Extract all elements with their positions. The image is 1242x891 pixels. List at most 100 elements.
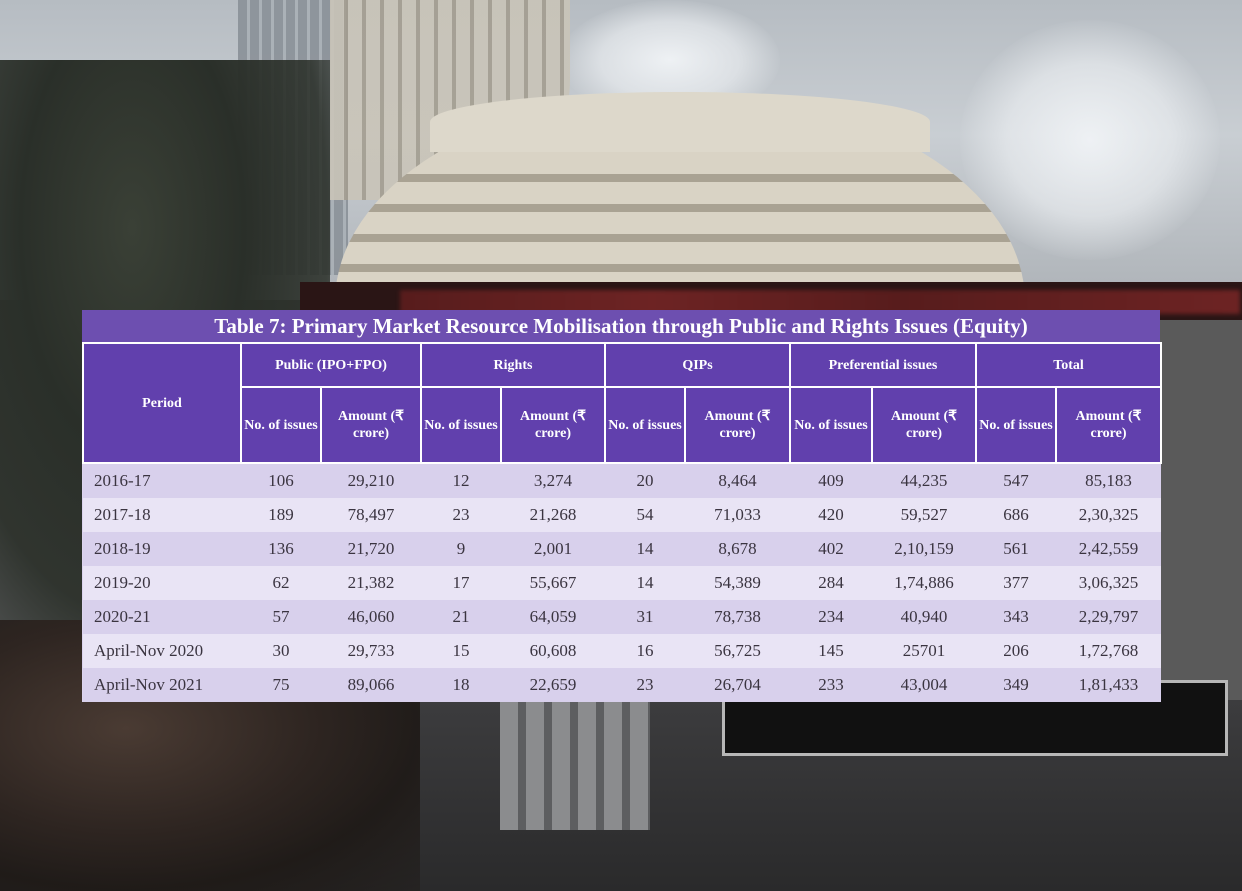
- amount-cell: 2,29,797: [1056, 600, 1162, 634]
- sub-header-amount: Amount (₹ crore): [500, 386, 606, 464]
- period-cell: April-Nov 2021: [83, 668, 241, 702]
- count-cell: 409: [790, 463, 872, 498]
- group-header-preferential: Preferential issues: [789, 342, 977, 388]
- count-cell: 420: [790, 498, 872, 532]
- amount-cell: 1,81,433: [1056, 668, 1162, 702]
- amount-cell: 44,235: [872, 463, 976, 498]
- amount-cell: 71,033: [685, 498, 790, 532]
- cloud: [960, 20, 1220, 260]
- amount-cell: 55,667: [501, 566, 605, 600]
- amount-cell: 64,059: [501, 600, 605, 634]
- table-overlay: Table 7: Primary Market Resource Mobilis…: [82, 310, 1163, 702]
- amount-cell: 78,738: [685, 600, 790, 634]
- dome-top: [430, 92, 930, 152]
- amount-cell: 2,30,325: [1056, 498, 1162, 532]
- count-cell: 57: [241, 600, 321, 634]
- amount-cell: 8,678: [685, 532, 790, 566]
- amount-cell: 2,10,159: [872, 532, 976, 566]
- table-body: 2016-17 106 29,210 12 3,274 20 8,464 409 44,235 5…: [83, 463, 1162, 702]
- amount-cell: 26,704: [685, 668, 790, 702]
- table-row: 2016-17 106 29,210 12 3,274 20 8,464 409 44,235 5…: [83, 463, 1162, 498]
- amount-cell: 21,268: [501, 498, 605, 532]
- group-header-rights: Rights: [420, 342, 606, 388]
- amount-cell: 60,608: [501, 634, 605, 668]
- count-cell: 402: [790, 532, 872, 566]
- amount-cell: 22,659: [501, 668, 605, 702]
- count-cell: 206: [976, 634, 1056, 668]
- count-cell: 30: [241, 634, 321, 668]
- count-cell: 23: [421, 498, 501, 532]
- count-cell: 20: [605, 463, 685, 498]
- amount-cell: 2,42,559: [1056, 532, 1162, 566]
- data-table: Period Public (IPO+FPO) Rights QIPs Pref…: [82, 342, 1163, 702]
- amount-cell: 29,733: [321, 634, 421, 668]
- sub-header-amount: Amount (₹ crore): [320, 386, 422, 464]
- count-cell: 284: [790, 566, 872, 600]
- sub-header-count: No. of issues: [975, 386, 1057, 464]
- period-cell: 2020-21: [83, 600, 241, 634]
- amount-cell: 21,382: [321, 566, 421, 600]
- count-cell: 23: [605, 668, 685, 702]
- period-header: Period: [82, 342, 242, 464]
- count-cell: 377: [976, 566, 1056, 600]
- sub-header-row: No. of issues Amount (₹ crore) No. of is…: [83, 386, 1163, 464]
- sub-header-count: No. of issues: [420, 386, 502, 464]
- count-cell: 31: [605, 600, 685, 634]
- table-row: 2019-20 62 21,382 17 55,667 14 54,389 284 1,74,8…: [83, 566, 1162, 600]
- sub-header-count: No. of issues: [604, 386, 686, 464]
- count-cell: 136: [241, 532, 321, 566]
- amount-cell: 89,066: [321, 668, 421, 702]
- group-header-row: Period Public (IPO+FPO) Rights QIPs Pref…: [82, 342, 1163, 464]
- count-cell: 234: [790, 600, 872, 634]
- count-cell: 189: [241, 498, 321, 532]
- sub-header-count: No. of issues: [789, 386, 873, 464]
- amount-cell: 46,060: [321, 600, 421, 634]
- table-row: 2020-21 57 46,060 21 64,059 31 78,738 234 40,940…: [83, 600, 1162, 634]
- table-row: 2017-18 189 78,497 23 21,268 54 71,033 420 59,52…: [83, 498, 1162, 532]
- count-cell: 561: [976, 532, 1056, 566]
- group-header-total: Total: [974, 342, 1163, 388]
- count-cell: 547: [976, 463, 1056, 498]
- pillars: [500, 700, 650, 830]
- group-header-public: Public (IPO+FPO): [240, 342, 422, 388]
- amount-cell: 1,72,768: [1056, 634, 1162, 668]
- count-cell: 16: [605, 634, 685, 668]
- count-cell: 343: [976, 600, 1056, 634]
- amount-cell: 29,210: [321, 463, 421, 498]
- amount-cell: 1,74,886: [872, 566, 976, 600]
- amount-cell: 21,720: [321, 532, 421, 566]
- sub-header-count: No. of issues: [240, 386, 322, 464]
- count-cell: 75: [241, 668, 321, 702]
- amount-cell: 56,725: [685, 634, 790, 668]
- amount-cell: 2,001: [501, 532, 605, 566]
- amount-cell: 25701: [872, 634, 976, 668]
- count-cell: 15: [421, 634, 501, 668]
- count-cell: 14: [605, 566, 685, 600]
- period-cell: 2019-20: [83, 566, 241, 600]
- table-caption: Table 7: Primary Market Resource Mobilis…: [82, 310, 1160, 342]
- count-cell: 17: [421, 566, 501, 600]
- period-cell: April-Nov 2020: [83, 634, 241, 668]
- count-cell: 12: [421, 463, 501, 498]
- amount-cell: 85,183: [1056, 463, 1162, 498]
- amount-cell: 40,940: [872, 600, 976, 634]
- amount-cell: 8,464: [685, 463, 790, 498]
- period-cell: 2017-18: [83, 498, 241, 532]
- count-cell: 54: [605, 498, 685, 532]
- group-header-qips: QIPs: [604, 342, 791, 388]
- table-row: 2018-19 136 21,720 9 2,001 14 8,678 402 2,10,159…: [83, 532, 1162, 566]
- table-row: April-Nov 2021 75 89,066 18 22,659 23 26,704 23…: [83, 668, 1162, 702]
- count-cell: 9: [421, 532, 501, 566]
- count-cell: 349: [976, 668, 1056, 702]
- count-cell: 18: [421, 668, 501, 702]
- count-cell: 21: [421, 600, 501, 634]
- amount-cell: 54,389: [685, 566, 790, 600]
- amount-cell: 3,06,325: [1056, 566, 1162, 600]
- amount-cell: 59,527: [872, 498, 976, 532]
- period-cell: 2016-17: [83, 463, 241, 498]
- count-cell: 62: [241, 566, 321, 600]
- building-wall: [1160, 320, 1242, 720]
- amount-cell: 3,274: [501, 463, 605, 498]
- count-cell: 686: [976, 498, 1056, 532]
